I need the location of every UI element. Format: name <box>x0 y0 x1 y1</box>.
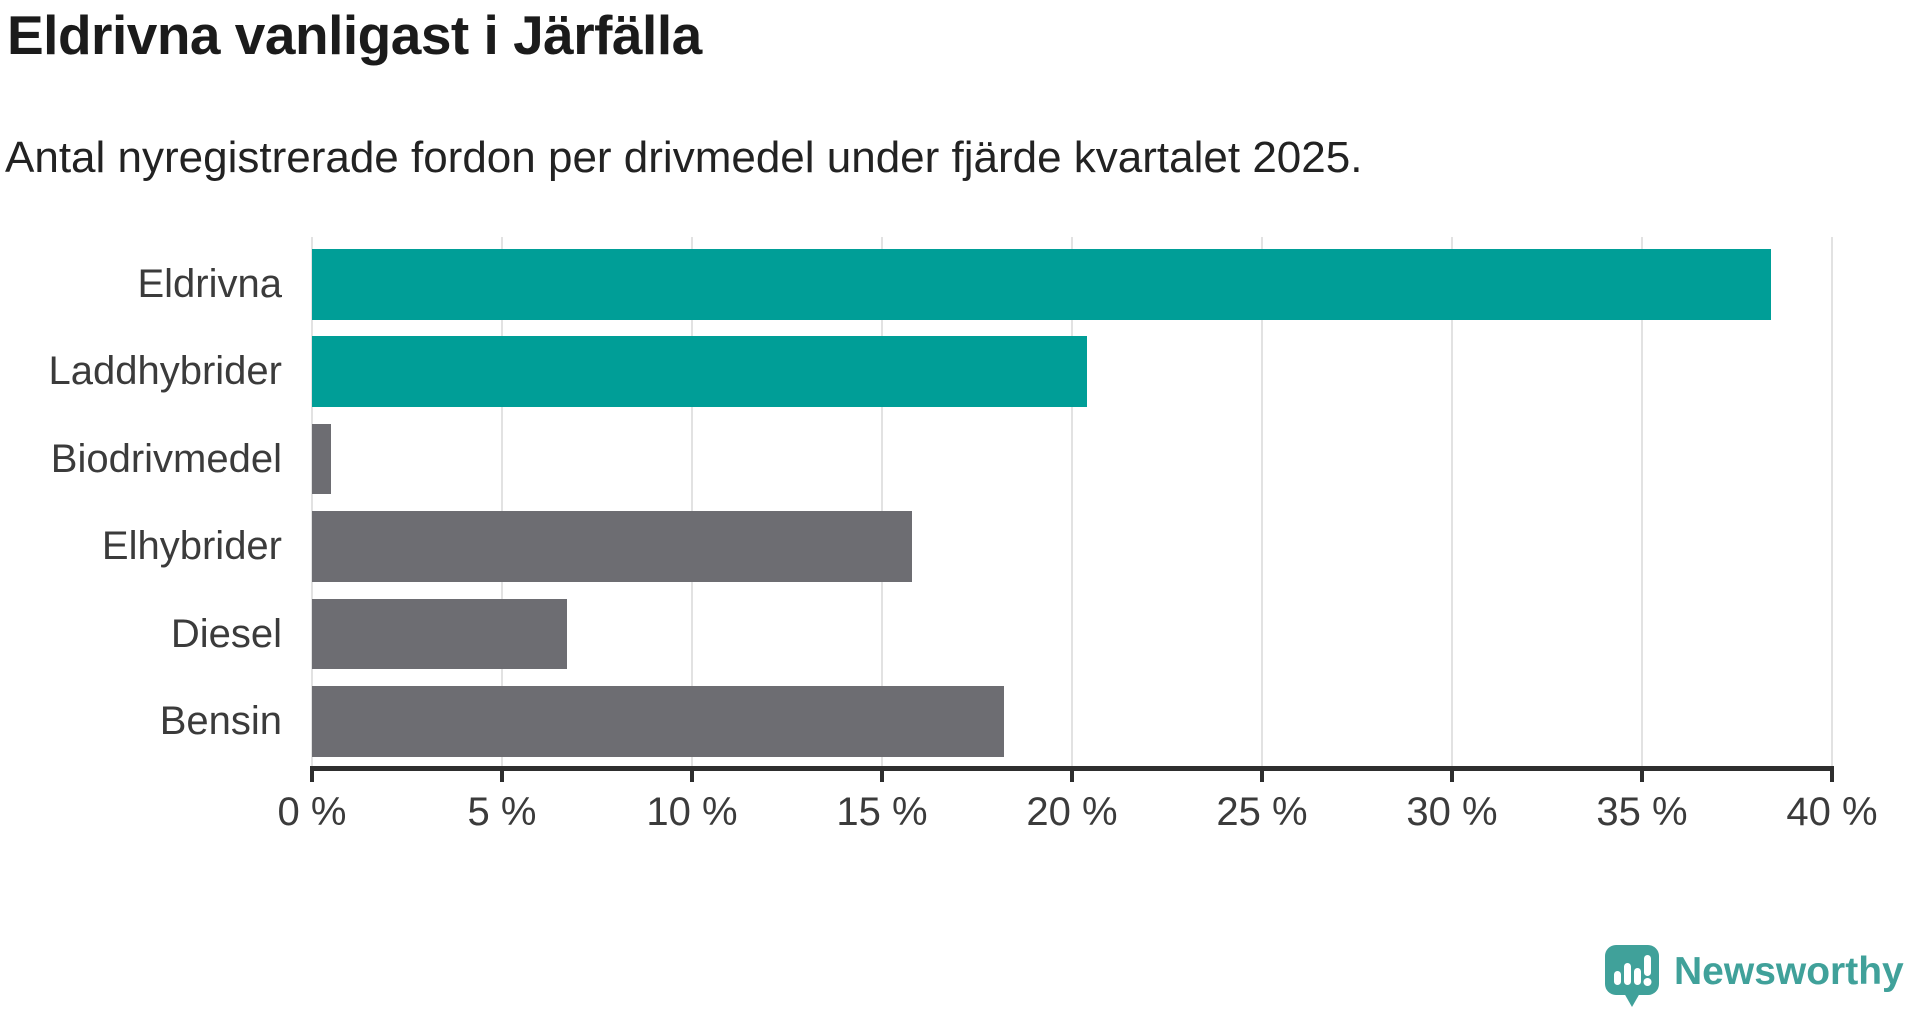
bar <box>312 423 331 495</box>
x-axis-tick <box>690 771 694 782</box>
bar <box>312 249 1772 320</box>
category-label: Eldrivna <box>137 262 282 306</box>
gridline <box>1071 237 1073 766</box>
x-axis-tick <box>310 771 314 782</box>
bar <box>312 336 1088 407</box>
newsworthy-logo: Newsworthy <box>1604 944 1904 1008</box>
category-label: Biodrivmedel <box>50 436 282 481</box>
bar <box>312 511 913 582</box>
x-axis-tick <box>1640 771 1644 782</box>
gridline <box>1641 237 1643 766</box>
gridline <box>1831 237 1833 766</box>
x-axis-tick-label: 30 % <box>1406 790 1498 834</box>
x-axis-tick-label: 10 % <box>646 790 738 834</box>
gridline <box>311 237 313 766</box>
category-label: Bensin <box>159 699 282 743</box>
bar <box>312 598 567 670</box>
x-axis-tick <box>1070 771 1074 782</box>
gridline <box>1261 237 1263 766</box>
newsworthy-logo-text: Newsworthy <box>1674 950 1904 993</box>
chart-subtitle: Antal nyregistrerade fordon per drivmede… <box>5 133 1363 182</box>
x-axis-tick-label: 0 % <box>277 790 347 834</box>
x-axis-tick <box>1450 771 1454 782</box>
gridline <box>691 237 693 766</box>
category-label: Diesel <box>170 611 282 656</box>
category-label: Elhybrider <box>101 524 282 569</box>
x-axis-tick <box>880 771 884 782</box>
category-label: Laddhybrider <box>48 349 283 394</box>
x-axis-tick <box>1260 771 1264 782</box>
chart-title: Eldrivna vanligast i Järfälla <box>7 4 702 66</box>
newsworthy-logo-icon <box>1605 945 1659 1007</box>
gridline <box>1451 237 1453 766</box>
gridline <box>881 237 883 766</box>
x-axis-tick-label: 35 % <box>1596 790 1688 834</box>
x-axis-tick-label: 15 % <box>836 790 928 834</box>
x-axis-tick <box>1830 771 1834 782</box>
gridline <box>501 237 503 766</box>
x-axis-tick <box>500 771 504 782</box>
bar <box>312 686 1004 757</box>
x-axis-tick-label: 25 % <box>1216 790 1308 834</box>
x-axis-tick-label: 40 % <box>1786 790 1878 834</box>
x-axis-line <box>310 766 1834 771</box>
x-axis-tick-label: 20 % <box>1026 790 1118 834</box>
x-axis-tick-label: 5 % <box>467 790 537 834</box>
